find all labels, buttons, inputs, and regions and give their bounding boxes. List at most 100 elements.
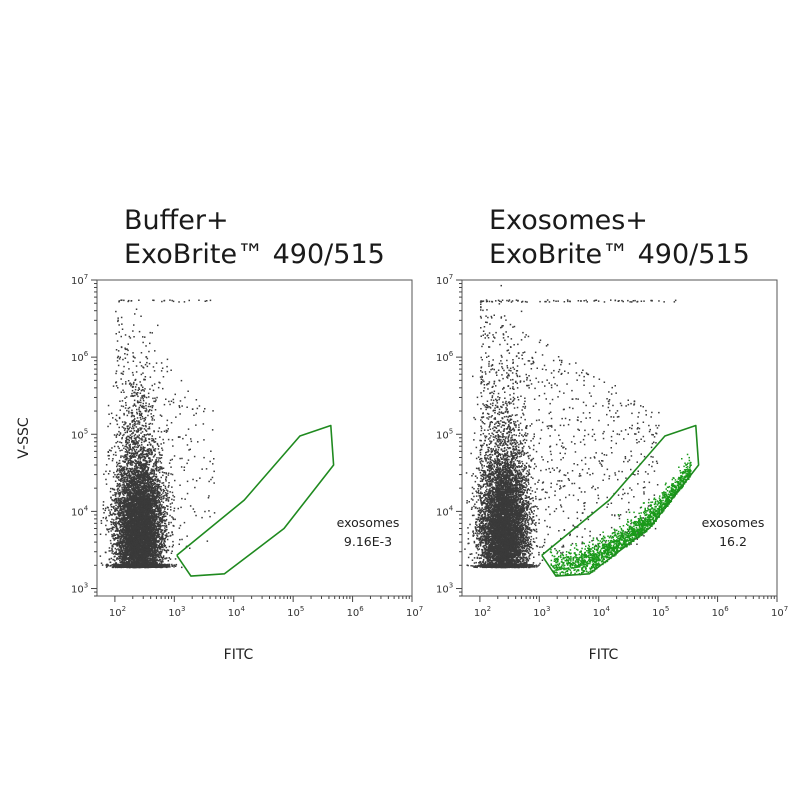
event-dot xyxy=(164,485,167,488)
event-dot xyxy=(155,510,158,512)
event-dot xyxy=(124,555,127,557)
event-dot xyxy=(151,406,154,409)
event-dot xyxy=(145,477,148,479)
event-dot xyxy=(108,413,110,415)
event-dot xyxy=(131,389,134,392)
event-dot xyxy=(162,474,164,477)
event-dot xyxy=(144,388,146,390)
event-dot xyxy=(135,392,137,394)
event-dot xyxy=(135,423,137,425)
event-dot xyxy=(129,455,132,457)
event-dot xyxy=(150,460,152,463)
event-dot xyxy=(146,361,148,364)
event-dot xyxy=(110,527,112,530)
event-dot xyxy=(157,520,159,523)
event-dot xyxy=(162,484,165,486)
event-dot xyxy=(117,507,120,509)
event-dot xyxy=(123,496,125,499)
event-dot xyxy=(142,453,145,456)
event-dot xyxy=(152,415,155,417)
event-dot xyxy=(147,463,149,466)
event-dot xyxy=(132,499,135,502)
event-dot xyxy=(118,479,120,481)
event-dot xyxy=(115,527,118,530)
event-dot xyxy=(158,507,161,510)
event-dot xyxy=(110,542,112,545)
event-dot xyxy=(140,401,142,404)
event-dot xyxy=(116,542,119,544)
event-dot xyxy=(116,469,119,472)
event-dot xyxy=(154,350,156,352)
event-dot xyxy=(112,550,114,553)
event-dot xyxy=(113,533,115,535)
event-dot xyxy=(117,445,119,448)
event-dot xyxy=(113,507,115,510)
event-dot xyxy=(142,398,144,400)
event-dot xyxy=(119,473,121,476)
event-dot xyxy=(154,523,156,525)
event-dot xyxy=(137,477,139,479)
event-dot xyxy=(112,553,115,555)
event-dot xyxy=(136,417,139,419)
event-dot xyxy=(127,492,129,494)
event-dot xyxy=(149,522,151,524)
event-dot xyxy=(157,324,159,327)
event-dot xyxy=(134,433,137,436)
event-dot xyxy=(142,336,144,338)
event-dot xyxy=(166,549,169,551)
event-dot xyxy=(121,542,124,545)
event-dot xyxy=(126,451,128,453)
event-dot xyxy=(157,466,160,469)
event-dot xyxy=(111,514,113,516)
event-dot xyxy=(130,474,132,477)
event-dot xyxy=(106,519,108,522)
event-dot xyxy=(105,524,107,527)
event-dot xyxy=(159,517,162,519)
event-dot xyxy=(128,439,130,442)
event-dot xyxy=(142,372,144,374)
event-dot xyxy=(110,521,112,523)
event-dot xyxy=(148,475,151,478)
event-dot xyxy=(160,443,162,445)
event-dot xyxy=(123,509,125,511)
event-dot xyxy=(159,436,161,438)
event-dot xyxy=(141,485,143,487)
event-dot xyxy=(164,506,166,509)
event-dot xyxy=(120,558,122,560)
event-dot xyxy=(142,450,144,452)
event-dot xyxy=(178,543,180,545)
event-dot xyxy=(119,469,122,471)
panel1-title-line2: ExoBrite™ 490/515 xyxy=(124,238,385,272)
event-dot xyxy=(133,435,136,437)
event-dot xyxy=(158,535,160,537)
event-dot xyxy=(118,434,121,436)
event-dot xyxy=(138,420,140,422)
event-dot xyxy=(154,486,156,488)
event-dot xyxy=(143,436,145,438)
event-dot xyxy=(155,485,158,487)
event-dot xyxy=(110,496,112,499)
event-dot xyxy=(162,555,165,557)
event-dot xyxy=(158,513,160,516)
event-dot xyxy=(125,519,128,521)
event-dot xyxy=(113,471,115,474)
event-dot xyxy=(154,491,156,493)
event-dot xyxy=(104,509,106,512)
event-dot xyxy=(136,393,138,396)
event-dot xyxy=(172,518,175,521)
event-dot xyxy=(156,518,158,521)
event-dot xyxy=(148,481,151,483)
event-dot xyxy=(154,438,157,440)
event-dot xyxy=(168,400,170,403)
event-dot xyxy=(162,497,165,500)
event-dot xyxy=(129,463,132,466)
event-dot xyxy=(174,558,177,560)
event-dot xyxy=(156,495,159,497)
event-dot xyxy=(128,436,130,438)
event-dot xyxy=(133,430,136,432)
event-dot xyxy=(142,341,144,344)
event-dot xyxy=(121,437,123,440)
event-dot xyxy=(115,513,117,515)
event-dot xyxy=(110,530,112,532)
event-dot xyxy=(153,455,156,457)
